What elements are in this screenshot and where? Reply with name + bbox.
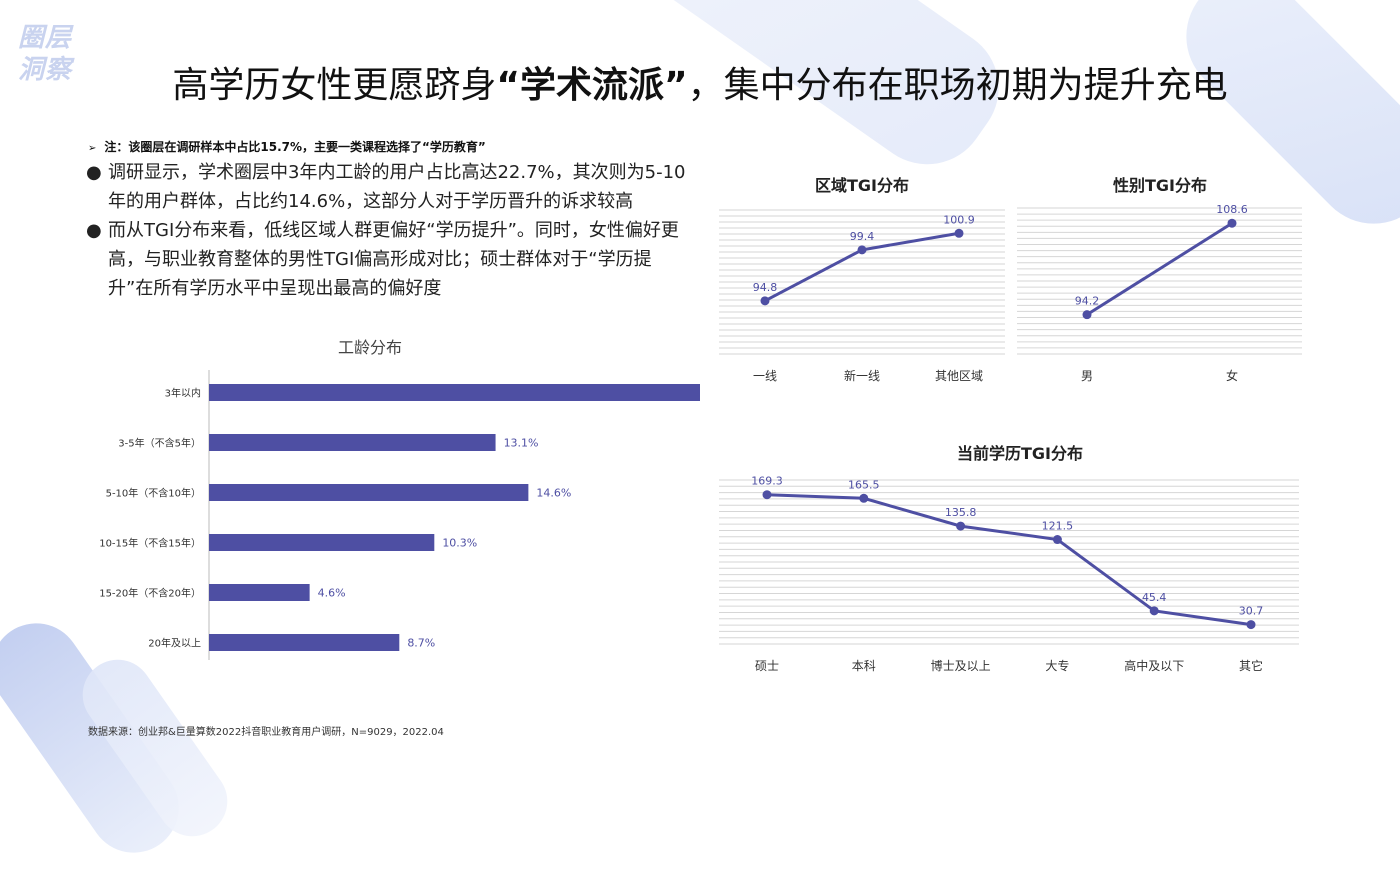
gender-chart-title: 性别TGI分布 xyxy=(1112,176,1207,195)
data-value-label: 30.7 xyxy=(1239,605,1264,618)
data-point xyxy=(954,228,964,238)
category-label: 一线 xyxy=(753,369,777,383)
data-source: 数据来源：创业邦&巨量算数2022抖音职业教育用户调研，N=9029，2022.… xyxy=(88,727,444,738)
region-tgi-chart: 94.8 一线 99.4 新一线 100.9 其他区域 xyxy=(719,209,1005,383)
category-label: 高中及以下 xyxy=(1124,658,1184,673)
page-title: 高学历女性更愿跻身“学术流派”，集中分布在职场初期为提升充电 xyxy=(0,56,1400,108)
region-chart-title: 区域TGI分布 xyxy=(814,176,909,195)
logo-line-1: 圈层 xyxy=(18,23,73,53)
gender-tgi-chart: 94.2 男 108.6 女 xyxy=(1017,203,1302,383)
bullet-text: 而从TGI分布来看，低线区域人群更偏好“学历提升”。同时，女性偏好更高，与职业教… xyxy=(108,220,679,299)
bullet-dot-icon: ● xyxy=(86,220,102,241)
education-chart-title: 当前学历TGI分布 xyxy=(956,444,1083,463)
bar-category-label: 15-20年（不含20年） xyxy=(99,587,201,600)
bar-category-label: 20年及以上 xyxy=(148,637,201,650)
logo: 圈层 洞察 xyxy=(18,22,88,86)
data-point xyxy=(762,490,772,500)
data-point xyxy=(1149,606,1159,616)
bar-value-label: 8.7% xyxy=(407,637,435,650)
series-line xyxy=(764,231,960,303)
seniority-bar-chart: 3年以内22.7%3-5年（不含5年）13.1%5-10年（不含10年）14.6… xyxy=(99,370,700,660)
data-point xyxy=(956,521,966,531)
arrow-right-icon: ➢ xyxy=(88,143,97,154)
bar xyxy=(209,634,400,651)
bar xyxy=(209,584,310,601)
bar xyxy=(209,484,529,501)
data-value-label: 165.5 xyxy=(848,478,880,491)
bar xyxy=(209,384,700,401)
bullet-item: ● 而从TGI分布来看，低线区域人群更偏好“学历提升”。同时，女性偏好更高，与职业… xyxy=(86,216,696,303)
data-value-label: 135.8 xyxy=(945,506,977,519)
bullet-item: ● 调研显示，学术圈层中3年内工龄的用户占比高达22.7%，其次则为5-10年的用… xyxy=(86,158,696,216)
title-post: ，集中分布在职场初期为提升充电 xyxy=(687,65,1228,106)
data-value-label: 94.8 xyxy=(753,281,778,294)
category-label: 男 xyxy=(1081,369,1093,383)
bar-category-label: 5-10年（不含10年） xyxy=(106,487,201,500)
note-text: 注：该圈层在调研样本中占比15.7%，主要一类课程选择了“学历教育” xyxy=(104,140,486,154)
category-label: 新一线 xyxy=(844,368,880,383)
bar-category-label: 10-15年（不含15年） xyxy=(99,537,201,550)
data-value-label: 100.9 xyxy=(943,213,975,226)
data-value-label: 169.3 xyxy=(751,475,783,488)
bar-value-label: 10.3% xyxy=(442,537,477,550)
series-line xyxy=(766,493,1252,627)
data-point xyxy=(1246,620,1256,630)
category-label: 博士及以上 xyxy=(931,658,991,673)
data-point xyxy=(1052,535,1062,545)
data-value-label: 94.2 xyxy=(1075,295,1100,308)
bar-value-label: 14.6% xyxy=(536,487,571,500)
data-point xyxy=(859,493,869,503)
category-label: 其它 xyxy=(1239,658,1263,673)
note: ➢ 注：该圈层在调研样本中占比15.7%，主要一类课程选择了“学历教育” xyxy=(88,138,486,155)
data-point xyxy=(1227,218,1237,228)
data-point xyxy=(760,296,770,306)
category-label: 女 xyxy=(1226,368,1238,383)
data-point xyxy=(1082,310,1092,320)
data-point xyxy=(857,245,867,255)
bullet-dot-icon: ● xyxy=(86,162,102,183)
title-pre: 高学历女性更愿跻身 xyxy=(172,65,497,106)
bar-category-label: 3-5年（不含5年） xyxy=(118,437,201,450)
seniority-chart-title: 工龄分布 xyxy=(337,338,402,357)
bar-value-label: 4.6% xyxy=(318,587,346,600)
data-value-label: 99.4 xyxy=(850,230,875,243)
bullet-list: ● 调研显示，学术圈层中3年内工龄的用户占比高达22.7%，其次则为5-10年的用… xyxy=(86,158,696,303)
logo-line-2: 洞察 xyxy=(18,55,73,85)
bg-decor-bottom-left-2 xyxy=(68,646,242,850)
category-label: 其他区域 xyxy=(935,369,983,383)
data-value-label: 45.4 xyxy=(1142,591,1167,604)
bar-value-label: 13.1% xyxy=(504,437,539,450)
category-label: 本科 xyxy=(852,659,876,673)
data-value-label: 121.5 xyxy=(1042,520,1074,533)
bullet-text: 调研显示，学术圈层中3年内工龄的用户占比高达22.7%，其次则为5-10年的用户… xyxy=(108,162,686,212)
data-value-label: 108.6 xyxy=(1216,203,1248,216)
series-line xyxy=(1086,221,1233,316)
education-tgi-chart: 169.3 硕士 165.5 本科 135.8 博士及以上 121.5 大专 45.4 高中及以下… xyxy=(719,475,1299,673)
category-label: 硕士 xyxy=(755,659,779,673)
category-label: 大专 xyxy=(1045,658,1069,673)
bar xyxy=(209,534,435,551)
title-highlight: “学术流派” xyxy=(496,65,688,106)
bar-category-label: 3年以内 xyxy=(165,387,201,400)
bar xyxy=(209,434,496,451)
